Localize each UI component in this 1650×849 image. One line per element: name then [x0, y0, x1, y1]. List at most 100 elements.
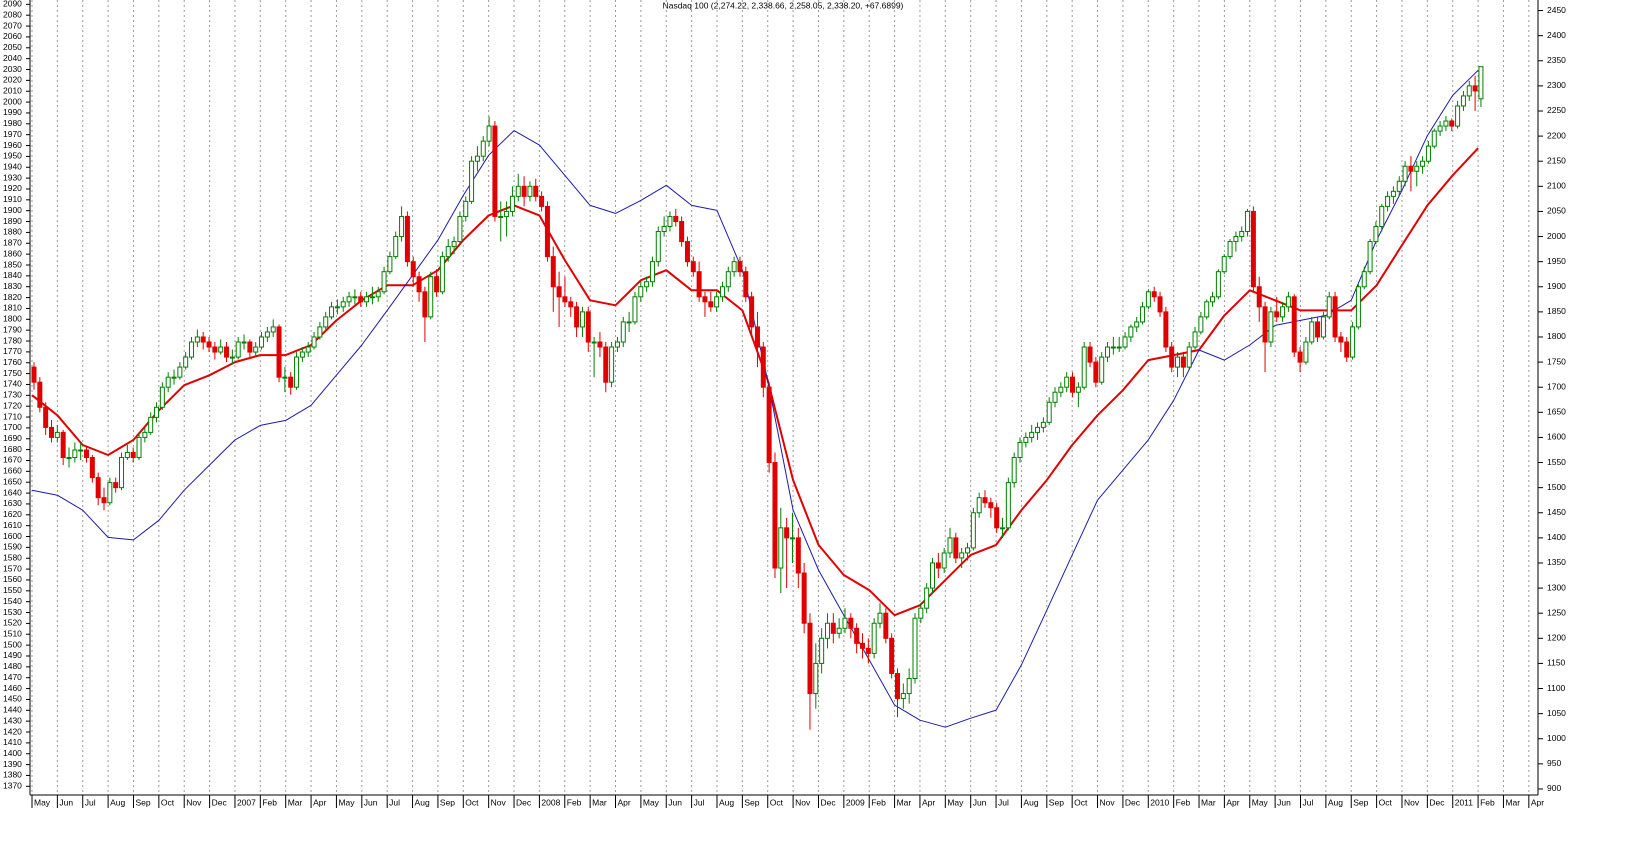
- y-tick-label: 1890: [3, 216, 22, 226]
- candle-body: [317, 326, 323, 338]
- y2-tick-label: 1800: [1547, 331, 1566, 341]
- candle-body: [661, 225, 667, 233]
- candle-body: [1245, 210, 1251, 233]
- candle-body: [235, 341, 241, 358]
- candle-body: [801, 572, 807, 624]
- candle-body: [900, 693, 906, 700]
- candle-body: [486, 125, 492, 142]
- x-tick-label: May: [643, 797, 660, 807]
- y-tick-label: 1510: [3, 629, 22, 639]
- y2-tick-label: 1050: [1547, 708, 1566, 718]
- candle-body: [369, 296, 375, 299]
- candle-body: [1046, 401, 1052, 423]
- y-tick-label: 1910: [3, 194, 22, 204]
- y-tick-label: 1580: [3, 552, 22, 562]
- candle-body: [346, 296, 352, 303]
- candle-body: [1227, 241, 1233, 258]
- y-tick-label: 1690: [3, 433, 22, 443]
- x-tick-label: Feb: [567, 797, 582, 807]
- candle-body: [1180, 356, 1186, 368]
- y-tick-label: 1650: [3, 476, 22, 486]
- x-tick-label: Mar: [1201, 797, 1216, 807]
- y-tick-label: 1390: [3, 759, 22, 769]
- y2-tick-label: 2050: [1547, 206, 1566, 216]
- x-tick-label: May: [947, 797, 964, 807]
- candle-body: [498, 215, 504, 218]
- y-tick-label: 1530: [3, 607, 22, 617]
- candle-body: [708, 301, 714, 308]
- y2-tick-label: 1100: [1547, 683, 1566, 693]
- y-tick-label: 1860: [3, 248, 22, 258]
- candle-body: [329, 306, 335, 318]
- candle-body: [743, 271, 749, 298]
- candle-body: [1186, 346, 1192, 368]
- candle-body: [690, 261, 696, 273]
- y-tick-label: 1840: [3, 270, 22, 280]
- candle-body: [154, 406, 160, 418]
- candle-body: [509, 195, 515, 212]
- y-tick-label: 1490: [3, 650, 22, 660]
- candle-body: [148, 416, 154, 433]
- candle-body: [684, 241, 690, 263]
- candle-body: [1134, 321, 1140, 328]
- candle-body: [953, 537, 959, 559]
- candle-body: [696, 271, 702, 298]
- candle-body: [603, 346, 609, 383]
- x-tick-label: Sep: [1049, 797, 1064, 807]
- candle-body: [521, 185, 527, 197]
- x-tick-label: Dec: [1429, 797, 1445, 807]
- candle-body: [1262, 306, 1268, 343]
- candle-body: [264, 331, 270, 338]
- candle-body: [1105, 346, 1111, 358]
- candle-body: [1326, 296, 1332, 318]
- candle-body: [1000, 527, 1006, 530]
- candle-body: [1332, 296, 1338, 338]
- candle-body: [1058, 386, 1064, 393]
- y-tick-label: 1610: [3, 520, 22, 530]
- x-tick-label: Nov: [1404, 797, 1420, 807]
- y-tick-label: 2000: [3, 96, 22, 106]
- candle-body: [597, 341, 603, 348]
- candle-body: [1023, 436, 1029, 443]
- x-tick-label: Oct: [1379, 797, 1393, 807]
- x-tick-label: Sep: [1353, 797, 1368, 807]
- candle-body: [159, 386, 165, 408]
- x-tick-label: Feb: [1176, 797, 1191, 807]
- candle-body: [1011, 457, 1017, 484]
- candle-body: [918, 607, 924, 619]
- y-tick-label: 1430: [3, 715, 22, 725]
- candle-body: [725, 271, 731, 288]
- candle-body: [253, 346, 259, 353]
- candle-body: [1064, 376, 1070, 388]
- y2-tick-label: 1300: [1547, 582, 1566, 592]
- candle-body: [183, 356, 189, 368]
- candle-body: [638, 286, 644, 298]
- candle-body: [358, 296, 364, 303]
- y-tick-label: 1440: [3, 705, 22, 715]
- candle-body: [504, 210, 510, 217]
- x-tick-label: Apr: [618, 797, 631, 807]
- candle-body: [1268, 311, 1274, 343]
- candle-body: [1233, 236, 1239, 243]
- y2-tick-label: 2150: [1547, 155, 1566, 165]
- candle-body: [533, 185, 539, 197]
- x-tick-label: Jul: [694, 797, 705, 807]
- candle-body: [609, 346, 615, 383]
- candle-body: [428, 276, 434, 318]
- y2-tick-label: 1650: [1547, 407, 1566, 417]
- candle-body: [171, 376, 177, 379]
- y2-tick-label: 1700: [1547, 381, 1566, 391]
- candle-body: [364, 296, 370, 303]
- x-tick-label: Aug: [719, 797, 734, 807]
- y-tick-label: 1980: [3, 118, 22, 128]
- candle-body: [451, 241, 457, 248]
- candle-body: [305, 346, 311, 353]
- candle-body: [119, 457, 125, 489]
- candle-body: [299, 351, 305, 358]
- x-tick-label: Apr: [1531, 797, 1544, 807]
- candle-body: [883, 612, 889, 639]
- candle-body: [1087, 346, 1093, 363]
- x-tick-label: Feb: [262, 797, 277, 807]
- candle-body: [527, 185, 533, 197]
- candle-body: [247, 341, 253, 353]
